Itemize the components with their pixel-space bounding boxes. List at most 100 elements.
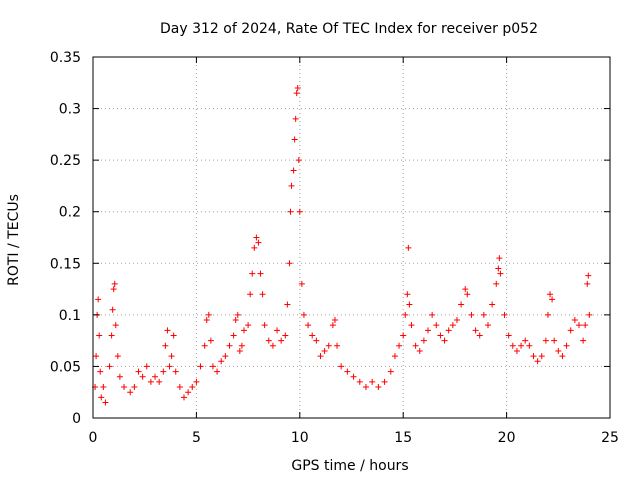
data-point <box>381 378 388 385</box>
plot-frame <box>92 56 611 419</box>
x-tick-label: 5 <box>192 430 201 446</box>
data-point <box>309 332 316 339</box>
data-point <box>240 327 247 334</box>
data-point <box>350 373 357 380</box>
data-point <box>93 353 100 360</box>
data-point <box>509 342 516 349</box>
data-point <box>152 373 159 380</box>
data-point <box>214 368 221 375</box>
data-point <box>282 332 289 339</box>
data-point <box>313 337 320 344</box>
data-point <box>404 291 411 298</box>
data-point <box>497 270 504 277</box>
y-tick-label: 0.25 <box>50 153 81 169</box>
data-point <box>189 384 196 391</box>
y-tick-label: 0.3 <box>59 102 81 118</box>
data-point <box>109 306 116 313</box>
data-point <box>255 239 262 246</box>
data-point <box>476 332 483 339</box>
data-point <box>291 136 298 143</box>
data-point <box>139 373 146 380</box>
data-point <box>433 322 440 329</box>
data-point <box>563 342 570 349</box>
data-point <box>462 286 469 293</box>
y-axis-ticks: 0 0.05 0.1 0.15 0.2 0.25 0.3 0.35 <box>50 50 610 427</box>
data-point <box>121 384 128 391</box>
data-point <box>222 353 229 360</box>
data-point <box>265 337 272 344</box>
x-axis-ticks: 0 5 10 15 20 25 <box>89 57 619 446</box>
y-tick-label: 0 <box>72 411 81 427</box>
data-point <box>207 337 214 344</box>
data-point <box>253 234 260 241</box>
y-tick-label: 0.2 <box>59 205 81 221</box>
data-point <box>114 353 121 360</box>
data-point <box>218 358 225 365</box>
data-point <box>496 255 503 262</box>
data-point <box>170 332 177 339</box>
data-point <box>559 353 566 360</box>
data-point <box>143 363 150 370</box>
data-point <box>160 368 167 375</box>
data-point <box>156 378 163 385</box>
data-point <box>321 347 328 354</box>
data-point <box>249 270 256 277</box>
data-point <box>585 272 592 279</box>
data-point <box>131 384 138 391</box>
data-point <box>334 342 341 349</box>
data-point <box>110 286 117 293</box>
data-point <box>284 301 291 308</box>
y-tick-label: 0.35 <box>50 50 81 66</box>
data-point <box>172 368 179 375</box>
data-point <box>162 342 169 349</box>
y-tick-label: 0.05 <box>50 359 81 375</box>
data-point <box>238 342 245 349</box>
data-point <box>458 301 465 308</box>
data-point <box>247 291 254 298</box>
data-point <box>245 322 252 329</box>
data-point <box>317 353 324 360</box>
data-point <box>197 363 204 370</box>
data-point <box>112 322 119 329</box>
data-point <box>338 363 345 370</box>
data-point <box>480 311 487 318</box>
data-point <box>290 167 297 174</box>
data-point <box>305 322 312 329</box>
data-point <box>234 311 241 318</box>
data-point <box>257 270 264 277</box>
data-point <box>575 322 582 329</box>
data-point <box>298 280 305 287</box>
data-point <box>449 322 456 329</box>
data-point <box>269 342 276 349</box>
data-point <box>331 317 338 324</box>
data-point <box>472 327 479 334</box>
data-point <box>96 332 103 339</box>
data-point <box>295 157 302 164</box>
data-point <box>236 347 243 354</box>
data-point <box>203 317 210 324</box>
data-point <box>586 311 593 318</box>
data-point <box>555 347 562 354</box>
data-point <box>400 332 407 339</box>
chart-title: Day 312 of 2024, Rate Of TEC Index for r… <box>160 21 538 37</box>
data-point <box>274 327 281 334</box>
data-point <box>278 337 285 344</box>
data-point <box>501 311 508 318</box>
data-point <box>135 368 142 375</box>
data-point <box>547 291 554 298</box>
data-point <box>209 363 216 370</box>
data-point <box>391 353 398 360</box>
data-point <box>106 363 113 370</box>
data-point <box>166 363 173 370</box>
data-point <box>551 337 558 344</box>
data-point <box>287 208 294 215</box>
data-point <box>180 394 187 401</box>
data-point <box>534 358 541 365</box>
data-point <box>580 337 587 344</box>
data-point <box>147 378 154 385</box>
data-point <box>356 378 363 385</box>
data-point <box>584 280 591 287</box>
data-point <box>261 322 268 329</box>
data-point <box>100 384 107 391</box>
